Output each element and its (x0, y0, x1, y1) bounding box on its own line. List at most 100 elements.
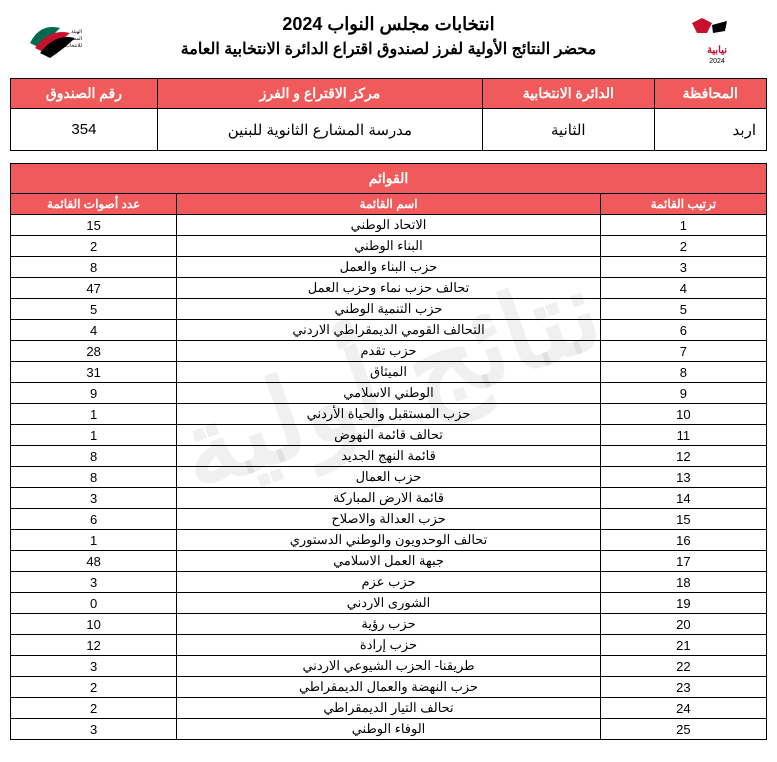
cell-votes: 3 (11, 719, 177, 740)
page-subtitle: محضر النتائج الأولية لفرز لصندوق اقتراع … (110, 39, 667, 59)
cell-order: 11 (600, 425, 766, 446)
table-row: 9الوطني الاسلامي9 (11, 383, 767, 404)
cell-votes: 47 (11, 278, 177, 299)
page-header: نيابية 2024 انتخابات مجلس النواب 2024 مح… (10, 10, 767, 70)
cell-order: 4 (600, 278, 766, 299)
cell-votes: 9 (11, 383, 177, 404)
cell-name: تحالف حزب نماء وحزب العمل (177, 278, 600, 299)
cell-order: 15 (600, 509, 766, 530)
table-row: 18حزب عزم3 (11, 572, 767, 593)
cell-name: حزب عزم (177, 572, 600, 593)
col-box: رقم الصندوق (11, 79, 158, 109)
col-order: ترتيب القائمة (600, 194, 766, 215)
cell-name: تحالف الوحدويون والوطني الدستوري (177, 530, 600, 551)
col-name: اسم القائمة (177, 194, 600, 215)
cell-order: 8 (600, 362, 766, 383)
cell-votes: 8 (11, 467, 177, 488)
table-row: 16تحالف الوحدويون والوطني الدستوري1 (11, 530, 767, 551)
val-box: 354 (11, 109, 158, 151)
cell-order: 2 (600, 236, 766, 257)
cell-name: التحالف القومي الديمقراطي الاردني (177, 320, 600, 341)
cell-name: حزب تقدم (177, 341, 600, 362)
cell-order: 3 (600, 257, 766, 278)
cell-name: حزب رؤية (177, 614, 600, 635)
table-row: 4تحالف حزب نماء وحزب العمل47 (11, 278, 767, 299)
cell-votes: 8 (11, 257, 177, 278)
cell-votes: 15 (11, 215, 177, 236)
info-row: اربد الثانية مدرسة المشارع الثانوية للبن… (11, 109, 767, 151)
cell-order: 23 (600, 677, 766, 698)
val-governorate: اربد (654, 109, 766, 151)
cell-order: 21 (600, 635, 766, 656)
table-row: 13حزب العمال8 (11, 467, 767, 488)
col-governorate: المحافظة (654, 79, 766, 109)
cell-order: 7 (600, 341, 766, 362)
table-row: 12قائمة النهج الجديد8 (11, 446, 767, 467)
page-title: انتخابات مجلس النواب 2024 (110, 14, 667, 35)
cell-order: 9 (600, 383, 766, 404)
svg-text:2024: 2024 (709, 58, 725, 65)
cell-order: 16 (600, 530, 766, 551)
cell-order: 18 (600, 572, 766, 593)
cell-name: قائمة الارض المباركة (177, 488, 600, 509)
cell-order: 10 (600, 404, 766, 425)
cell-votes: 1 (11, 404, 177, 425)
table-row: 5حزب التنمية الوطني5 (11, 299, 767, 320)
table-row: 7حزب تقدم28 (11, 341, 767, 362)
cell-votes: 5 (11, 299, 177, 320)
cell-order: 13 (600, 467, 766, 488)
lists-table: القوائم ترتيب القائمة اسم القائمة عدد أص… (10, 163, 767, 740)
col-district: الدائرة الانتخابية (482, 79, 654, 109)
table-row: 21حزب إرادة12 (11, 635, 767, 656)
cell-name: حزب العدالة والاصلاح (177, 509, 600, 530)
cell-order: 24 (600, 698, 766, 719)
cell-name: حزب إرادة (177, 635, 600, 656)
val-center: مدرسة المشارع الثانوية للبنين (157, 109, 482, 151)
val-district: الثانية (482, 109, 654, 151)
cell-name: الاتحاد الوطني (177, 215, 600, 236)
cell-name: حزب المستقبل والحياة الأردني (177, 404, 600, 425)
cell-order: 17 (600, 551, 766, 572)
cell-votes: 4 (11, 320, 177, 341)
svg-text:الهيئة: الهيئة (71, 29, 82, 35)
cell-name: حزب العمال (177, 467, 600, 488)
cell-name: حزب التنمية الوطني (177, 299, 600, 320)
svg-text:نيابية: نيابية (707, 45, 727, 56)
table-row: 6التحالف القومي الديمقراطي الاردني4 (11, 320, 767, 341)
iec-logo-icon: الهيئة المستقلة للانتخاب (10, 10, 110, 70)
table-row: 17جبهة العمل الاسلامي48 (11, 551, 767, 572)
cell-votes: 8 (11, 446, 177, 467)
cell-votes: 0 (11, 593, 177, 614)
cell-name: تحالف التيار الديمقراطي (177, 698, 600, 719)
col-votes: عدد أصوات القائمة (11, 194, 177, 215)
cell-votes: 1 (11, 425, 177, 446)
table-row: 23حزب النهضة والعمال الديمقراطي2 (11, 677, 767, 698)
cell-name: الوفاء الوطني (177, 719, 600, 740)
cell-name: الميثاق (177, 362, 600, 383)
table-row: 22طريقنا- الحزب الشيوعي الاردني3 (11, 656, 767, 677)
table-row: 15حزب العدالة والاصلاح6 (11, 509, 767, 530)
election-logo-icon: نيابية 2024 (667, 10, 767, 70)
cell-order: 20 (600, 614, 766, 635)
cell-order: 14 (600, 488, 766, 509)
cell-order: 6 (600, 320, 766, 341)
cell-name: الشورى الاردني (177, 593, 600, 614)
table-row: 19الشورى الاردني0 (11, 593, 767, 614)
table-row: 20حزب رؤية10 (11, 614, 767, 635)
cell-votes: 1 (11, 530, 177, 551)
cell-name: طريقنا- الحزب الشيوعي الاردني (177, 656, 600, 677)
cell-name: تحالف قائمة النهوض (177, 425, 600, 446)
table-row: 14قائمة الارض المباركة3 (11, 488, 767, 509)
cell-order: 12 (600, 446, 766, 467)
cell-name: البناء الوطني (177, 236, 600, 257)
cell-votes: 10 (11, 614, 177, 635)
table-row: 10حزب المستقبل والحياة الأردني1 (11, 404, 767, 425)
cell-votes: 3 (11, 656, 177, 677)
cell-votes: 31 (11, 362, 177, 383)
cell-name: الوطني الاسلامي (177, 383, 600, 404)
cell-name: حزب النهضة والعمال الديمقراطي (177, 677, 600, 698)
col-center: مركز الاقتراع و الفرز (157, 79, 482, 109)
cell-votes: 2 (11, 677, 177, 698)
table-row: 11تحالف قائمة النهوض1 (11, 425, 767, 446)
cell-votes: 3 (11, 488, 177, 509)
